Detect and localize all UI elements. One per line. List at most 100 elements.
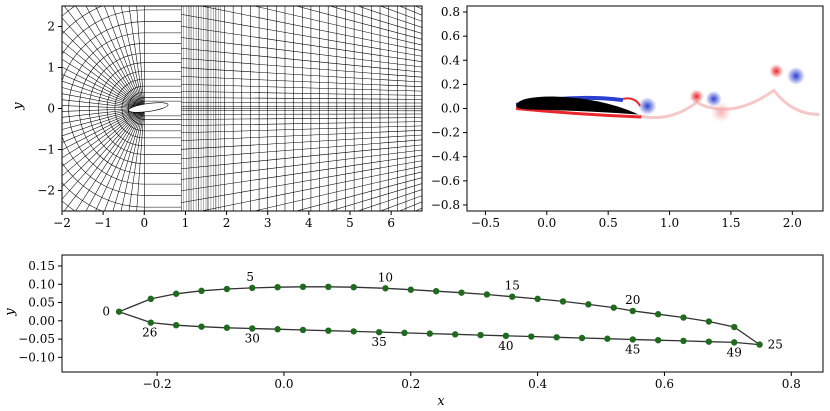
mesh-line [181,130,422,141]
mesh-y-tick-label: 0 [47,102,55,116]
mesh-line [181,231,427,384]
mesh-line [181,67,422,83]
airfoil-body [516,96,639,115]
mesh-line [357,189,422,211]
mesh-line [62,9,182,208]
vorticity-y-tick-label: 0.8 [441,5,460,19]
mesh-line [295,177,422,211]
mesh-line [62,87,139,109]
mesh-line [200,166,422,211]
mesh-line [181,121,422,126]
mesh-y-tick-label: −2 [37,184,55,198]
mesh-line [62,58,140,108]
airfoil-point [731,323,738,331]
wake-streak [638,88,820,120]
mesh-line [62,17,141,107]
airfoil-point [604,335,611,342]
mesh-line [62,108,139,112]
airfoil-point [585,301,592,308]
airfoil-point [432,287,440,295]
airfoil-point [249,325,256,332]
mesh-line [85,6,142,107]
airfoil-point [458,289,465,296]
mesh-line [62,6,103,211]
point-index-label: 45 [625,342,640,356]
mesh-line [181,37,422,68]
vorticity-x-tick-label: −0.5 [471,216,500,230]
mesh-line [181,83,422,92]
mesh-line [329,6,422,34]
airfoil-point [629,336,636,343]
mesh-panel: −2 −1 0 1 2 3 4 5 6 −2 −1 0 1 2 y [0,0,427,384]
mesh-x-tick-label: −2 [53,216,71,230]
airfoil-point [578,334,586,342]
airfoil-point [350,283,357,291]
airfoil-point [553,334,560,341]
airfoil-point [407,286,414,293]
vorticity-x-tick-label: 1.5 [721,216,740,230]
mesh-line [62,109,139,143]
airfoil-y-tick-label: 0.05 [28,296,55,310]
airfoil-point [731,339,738,346]
airfoil-point [483,291,491,298]
airfoil-y-tick-label: 0.10 [28,277,55,291]
mesh-line [114,78,182,139]
mesh-line [120,6,144,106]
mesh-line [62,109,139,137]
mesh-line [62,110,141,188]
mesh-line [85,110,142,211]
mesh-line [120,111,144,211]
airfoil-point [274,326,281,333]
vorticity-y-tick-label: 0.6 [441,29,460,43]
mesh-line [62,110,141,200]
point-index-label: 10 [378,270,393,284]
mesh-line [68,32,182,185]
mesh-line [63,6,141,107]
airfoil-point [299,283,307,291]
mesh-line [181,0,427,5]
airfoil-point [198,323,205,330]
mesh-line [95,111,142,211]
mesh-line [181,58,422,78]
airfoil-point [705,338,713,345]
airfoil-point [223,285,231,293]
mesh-line [181,91,422,96]
mesh-line [253,6,422,46]
airfoil-point [534,295,541,303]
mesh-line [121,85,182,132]
mesh-line [379,195,422,211]
airfoil-y-tick-label: −0.05 [18,332,55,346]
point-index-label: 35 [371,335,386,349]
mesh-ylabel: y [11,102,26,111]
mesh-airfoil [128,102,169,113]
mesh-line [62,109,140,159]
mesh-line [62,108,139,118]
mesh-line [181,117,422,120]
airfoil-x-tick-label: 0.0 [274,377,293,391]
airfoil-x-tick-label: 0.4 [528,377,547,391]
vortex-blob [769,64,784,79]
mesh-x-tick-label: 6 [387,216,395,230]
airfoil-point [198,287,205,295]
mesh-x-tick-label: 1 [182,216,190,230]
vortex-blob [638,97,657,116]
airfoil-point [610,304,617,311]
airfoil-point [401,329,408,337]
airfoil-point [172,322,180,329]
mesh-line [62,108,139,130]
vorticity-x-tick-label: 0.5 [599,216,618,230]
airfoil-point [756,341,763,348]
trailing-shear [622,97,641,107]
airfoil-axes-frame [61,254,824,373]
mesh-line [0,0,181,320]
vorticity-y-tick-label: −0.8 [431,198,460,212]
mesh-line [200,6,422,51]
point-index-label: 15 [505,279,520,293]
mesh-line [62,21,182,196]
airfoil-y-tick-label: −0.10 [18,350,55,364]
mesh-y-tick-label: 2 [47,20,55,34]
mesh-line [181,160,422,203]
mesh-line [62,110,140,167]
airfoil-point [705,318,713,325]
